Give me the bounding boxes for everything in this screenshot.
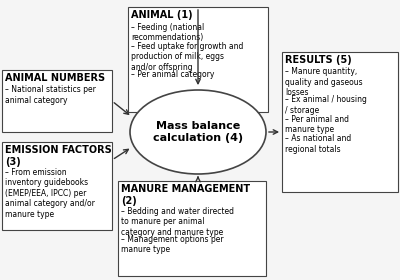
Text: – From emission
inventory guidebooks
(EMEP/EEA, IPCC) per
animal category and/or: – From emission inventory guidebooks (EM… (5, 168, 95, 219)
Text: – As national and
regional totals: – As national and regional totals (285, 134, 351, 154)
Text: EMISSION FACTORS
(3): EMISSION FACTORS (3) (5, 145, 112, 167)
Ellipse shape (130, 90, 266, 174)
Text: – Per animal and
manure type: – Per animal and manure type (285, 115, 349, 134)
Text: – Per animal category: – Per animal category (131, 70, 214, 79)
Text: ANIMAL NUMBERS: ANIMAL NUMBERS (5, 73, 105, 83)
Text: – Management options per
manure type: – Management options per manure type (121, 235, 224, 254)
FancyBboxPatch shape (2, 142, 112, 230)
Text: – National statistics per
animal category: – National statistics per animal categor… (5, 85, 96, 105)
Text: Mass balance
calculation (4): Mass balance calculation (4) (153, 121, 243, 143)
FancyBboxPatch shape (2, 70, 112, 132)
Text: ANIMAL (1): ANIMAL (1) (131, 10, 193, 20)
Text: – Ex animal / housing
/ storage: – Ex animal / housing / storage (285, 95, 367, 115)
Text: – Feed uptake for growth and
production of milk, eggs
and/or offspring: – Feed uptake for growth and production … (131, 42, 243, 72)
FancyBboxPatch shape (282, 52, 398, 192)
Text: – Feeding (national
recommendations): – Feeding (national recommendations) (131, 22, 204, 42)
FancyBboxPatch shape (118, 181, 266, 276)
Text: MANURE MANAGEMENT
(2): MANURE MANAGEMENT (2) (121, 184, 250, 206)
Text: – Manure quantity,
quality and gaseous
losses: – Manure quantity, quality and gaseous l… (285, 67, 363, 97)
FancyBboxPatch shape (128, 7, 268, 112)
Text: – Bedding and water directed
to manure per animal
category and manure type: – Bedding and water directed to manure p… (121, 207, 234, 237)
Text: RESULTS (5): RESULTS (5) (285, 55, 352, 65)
